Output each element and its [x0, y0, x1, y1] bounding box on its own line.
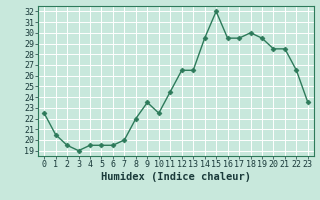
- X-axis label: Humidex (Indice chaleur): Humidex (Indice chaleur): [101, 172, 251, 182]
